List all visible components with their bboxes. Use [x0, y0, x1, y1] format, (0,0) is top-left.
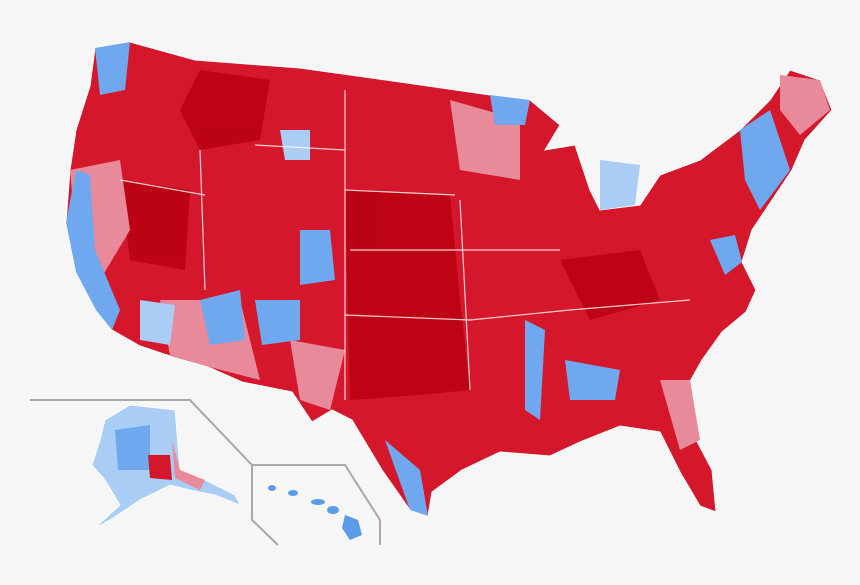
- region: [280, 130, 310, 160]
- region: [290, 340, 345, 410]
- region: [560, 250, 660, 320]
- region: [385, 440, 428, 516]
- border: [344, 189, 456, 196]
- region: [120, 180, 190, 270]
- region: [660, 380, 700, 450]
- island: [342, 515, 362, 540]
- alaska-region: [172, 440, 205, 490]
- border: [344, 299, 691, 321]
- island: [311, 499, 325, 505]
- region: [710, 235, 742, 275]
- hawaii-frame: [252, 464, 381, 545]
- alaska-region: [148, 455, 172, 480]
- region: [740, 110, 790, 210]
- dark-red-areas: [120, 70, 660, 400]
- light-blue-areas: [140, 130, 640, 345]
- region: [565, 360, 620, 400]
- region: [780, 75, 830, 135]
- border: [254, 144, 346, 151]
- state-borders: [119, 90, 691, 400]
- region: [490, 95, 530, 125]
- border: [119, 179, 206, 196]
- region: [300, 230, 335, 285]
- region: [255, 300, 300, 345]
- island: [268, 485, 276, 491]
- blue-areas: [66, 42, 790, 516]
- region: [180, 70, 270, 150]
- region: [66, 170, 120, 330]
- border: [199, 149, 206, 291]
- island: [327, 506, 339, 514]
- region: [345, 190, 470, 400]
- region: [600, 160, 640, 210]
- region: [140, 300, 175, 345]
- border: [459, 199, 471, 391]
- region: [95, 42, 130, 95]
- alaska-region: [115, 425, 150, 470]
- inset-borders: [30, 399, 381, 546]
- alaska: [91, 404, 241, 529]
- hawaii: [268, 485, 362, 540]
- region: [200, 290, 245, 345]
- region: [525, 320, 545, 420]
- island: [288, 490, 298, 496]
